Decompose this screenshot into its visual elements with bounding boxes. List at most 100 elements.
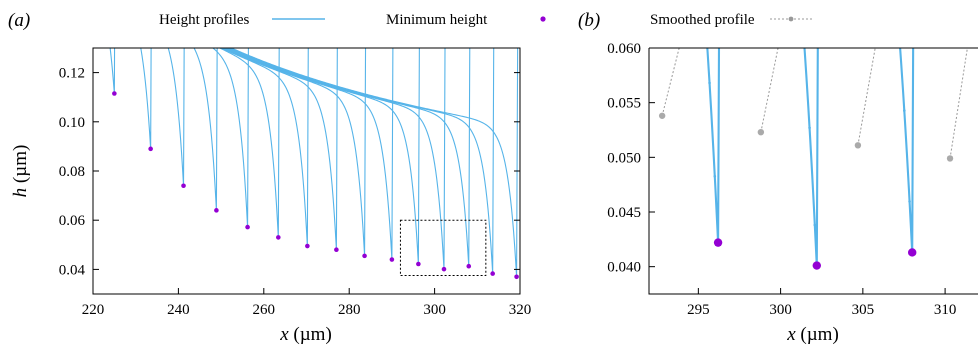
smoothed-profile-point [854, 142, 862, 149]
panel-a-x-unit: (µm) [289, 324, 332, 345]
panel-b-y-ticks: 0.040 0.045 0.050 0.055 0.060 [607, 41, 655, 276]
profile-node [808, 126, 811, 130]
panel-a-y-tick-label: 0.08 [59, 164, 85, 180]
panel-a: (a) Height profiles Minimum height 220 24… [8, 10, 546, 345]
panel-a-minimum-points [112, 91, 519, 280]
height-profile-curve [803, 48, 819, 266]
panel-b-y-tick-label: 0.050 [607, 150, 641, 166]
smoothed-profile-line [760, 48, 779, 133]
legend-height-profiles-label: Height profiles [159, 12, 250, 28]
minimum-height-point [713, 238, 723, 247]
panel-b-frame [648, 48, 978, 295]
minimum-height-point [276, 235, 281, 240]
panel-a-y-variable: h [10, 188, 31, 198]
height-profile-curve [212, 48, 249, 228]
panel-a-y-axis-label: h (µm) [10, 145, 31, 198]
minimum-height-point [812, 261, 821, 270]
panel-b-x-axis-label: x (µm) [786, 324, 839, 345]
height-profile-curve [223, 48, 394, 260]
smoothed-profile-point [757, 128, 765, 136]
smoothed-profile-line [661, 48, 680, 116]
smoothed-profile-line [949, 48, 968, 159]
profile-node [713, 174, 717, 178]
profile-node [803, 43, 806, 46]
legend-minimum-height-swatch [540, 16, 546, 22]
panel-b-y-tick-label: 0.040 [607, 260, 641, 276]
panel-a-x-tick-label: 320 [509, 302, 532, 318]
minimum-height-point [908, 248, 917, 257]
panel-b-x-unit: (µm) [796, 324, 839, 345]
panel-a-height-profiles [109, 48, 519, 277]
minimum-height-point [334, 247, 339, 253]
panel-a-y-unit: (µm) [10, 145, 31, 188]
height-profile-curve [230, 48, 519, 277]
legend-smoothed-profile-point [788, 16, 794, 22]
height-profile-curve [583, 0, 978, 285]
profile-node [703, 2, 706, 5]
minimum-height-point [416, 261, 421, 267]
panel-a-x-tick-label: 220 [82, 302, 105, 318]
minimum-height-point [148, 146, 153, 152]
panel-a-y-tick-label: 0.04 [59, 262, 86, 278]
profile-node [903, 109, 906, 112]
minimum-height-point [389, 257, 395, 262]
panel-b: (b) Smoothed profile 295 300 305 310 0.0400… [578, 0, 978, 345]
panel-b-x-tick-label: 305 [852, 302, 875, 318]
panel-a-x-tick-label: 240 [167, 302, 190, 318]
minimum-height-point [514, 274, 519, 280]
height-profile-curve [218, 48, 280, 238]
height-profile-curve [226, 48, 446, 270]
panel-b-y-tick-label: 0.055 [607, 96, 641, 112]
height-profile-curve [220, 48, 309, 247]
panel-b-x-ticks: 295 300 305 310 [687, 288, 956, 318]
legend-minimum-height-label: Minimum height [386, 12, 488, 28]
panel-a-x-axis-label: x (µm) [279, 324, 332, 345]
panel-b-x-tick-label: 295 [687, 302, 710, 318]
panel-a-legend: Height profiles Minimum height [159, 12, 546, 28]
smoothed-profile-point [946, 155, 954, 162]
panel-b-y-tick-label: 0.060 [607, 41, 641, 57]
minimum-height-point [245, 224, 250, 230]
minimum-height-point [305, 243, 310, 249]
minimum-height-point [466, 263, 472, 269]
profile-node [708, 81, 711, 85]
panel-b-x-tick-label: 310 [934, 302, 957, 318]
panel-b-height-profiles [583, 0, 978, 299]
panel-b-y-tick-label: 0.045 [607, 205, 641, 221]
panel-a-y-tick-label: 0.10 [59, 115, 85, 131]
minimum-height-point [362, 253, 367, 259]
panel-a-x-tick-label: 280 [338, 302, 361, 318]
profile-node [813, 223, 817, 227]
profile-node [603, 9, 606, 12]
minimum-height-point [441, 266, 447, 272]
minimum-height-point [181, 183, 186, 189]
height-profile-curve [706, 48, 721, 243]
legend-smoothed-profile-label: Smoothed profile [650, 12, 755, 28]
panel-b-markers [658, 48, 968, 270]
minimum-height-point [490, 271, 495, 276]
height-profile-curve [227, 48, 471, 267]
profile-node [898, 32, 901, 35]
minimum-height-point [112, 91, 117, 96]
panel-a-y-tick-label: 0.12 [59, 66, 85, 82]
panel-a-x-tick-label: 300 [423, 302, 446, 318]
height-profile-curve [221, 48, 338, 250]
smoothed-profile-point [658, 112, 666, 119]
panel-a-inset-box [399, 219, 487, 277]
panel-a-y-tick-label: 0.06 [59, 213, 86, 229]
panel-a-x-tick-label: 260 [253, 302, 276, 318]
panel-a-x-ticks: 220 240 260 280 300 320 [82, 288, 532, 318]
panel-a-label: (a) [8, 10, 30, 31]
panel-a-x-variable: x [279, 324, 289, 345]
profile-node [613, 194, 616, 197]
height-profile-curve [583, 0, 978, 299]
smoothed-profile-line [857, 48, 876, 146]
height-profile-curve [222, 48, 367, 256]
minimum-height-point [214, 208, 219, 213]
panel-b-x-tick-label: 300 [769, 302, 792, 318]
panel-b-x-variable: x [786, 324, 796, 345]
panel-b-label: (b) [578, 10, 600, 31]
panel-a-y-ticks: 0.04 0.06 0.08 0.10 0.12 [59, 66, 520, 278]
profile-node [908, 200, 911, 203]
